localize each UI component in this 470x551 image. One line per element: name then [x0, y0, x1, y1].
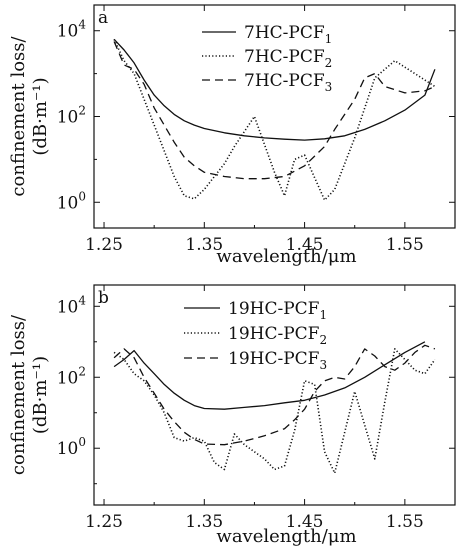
- legend-label-base: 19HC-PCF: [228, 349, 320, 369]
- y-tick-exponent: 4: [78, 293, 86, 307]
- y-tick-exponent: 0: [78, 189, 86, 203]
- legend-label-base: 7HC-PCF: [244, 47, 325, 67]
- y-axis-label-line2: (dB·m⁻¹): [30, 356, 51, 434]
- x-tick-label: 1.25: [85, 512, 123, 532]
- panel-letter: a: [98, 8, 108, 28]
- series-line-dotted: [113, 38, 436, 201]
- y-tick-label: 100: [57, 189, 86, 213]
- plot-frame: [93, 284, 456, 506]
- y-tick-base: 10: [57, 193, 79, 213]
- y-tick-base: 10: [57, 368, 79, 388]
- y-tick-base: 10: [57, 22, 79, 42]
- y-tick-label: 104: [57, 293, 87, 317]
- y-tick-base: 10: [57, 439, 79, 459]
- legend-label-subscript: 1: [319, 308, 327, 322]
- y-tick-label: 104: [57, 18, 87, 42]
- x-tick-label: 1.25: [85, 235, 123, 255]
- legend-label-subscript: 3: [319, 358, 327, 372]
- y-axis-label: confinement loss/(dB·m⁻¹): [8, 314, 51, 475]
- series-line-dashed: [113, 344, 436, 446]
- x-tick-label: 1.45: [286, 512, 324, 532]
- y-tick-exponent: 0: [78, 435, 86, 449]
- legend-label-subscript: 1: [325, 32, 333, 46]
- series-line-solid: [113, 341, 426, 410]
- legend-label-subscript: 2: [325, 56, 333, 70]
- legend-label-subscript: 3: [325, 80, 333, 94]
- legend-label: 19HC-PCF2: [228, 324, 327, 347]
- legend-label: 7HC-PCF2: [244, 47, 332, 70]
- y-axis-label-line2: (dB·m⁻¹): [30, 77, 51, 155]
- y-axis-label: confinement loss/(dB·m⁻¹): [8, 35, 51, 196]
- x-axis-label: wavelength/μm: [216, 246, 356, 267]
- y-tick-exponent: 2: [78, 364, 86, 378]
- legend-label-base: 7HC-PCF: [244, 23, 325, 43]
- series-line-solid: [113, 38, 436, 141]
- y-tick-exponent: 4: [78, 18, 86, 32]
- x-tick-label: 1.45: [286, 235, 324, 255]
- legend-label-base: 19HC-PCF: [228, 324, 320, 344]
- legend-label: 7HC-PCF3: [244, 71, 332, 94]
- x-tick-label: 1.35: [185, 512, 223, 532]
- y-tick-label: 102: [57, 364, 86, 388]
- y-tick-label: 102: [57, 104, 86, 128]
- x-tick-label: 1.35: [185, 235, 223, 255]
- y-tick-label: 100: [57, 435, 86, 459]
- legend-label: 19HC-PCF1: [228, 299, 327, 322]
- x-tick-label: 1.55: [386, 512, 424, 532]
- x-axis-label: wavelength/μm: [216, 526, 356, 547]
- series-line-dashed: [113, 41, 436, 180]
- legend-label-subscript: 2: [319, 333, 327, 347]
- legend-label-base: 19HC-PCF: [228, 299, 320, 319]
- y-axis-label-line1: confinement loss/: [8, 314, 29, 475]
- x-tick-label: 1.55: [386, 235, 424, 255]
- y-tick-base: 10: [57, 108, 79, 128]
- y-tick-exponent: 2: [78, 104, 86, 118]
- legend-label: 7HC-PCF1: [244, 23, 332, 46]
- legend-label-base: 7HC-PCF: [244, 71, 325, 91]
- legend-label: 19HC-PCF3: [228, 349, 327, 372]
- panel-letter: b: [98, 288, 109, 308]
- y-axis-label-line1: confinement loss/: [8, 35, 29, 196]
- y-tick-base: 10: [57, 297, 79, 317]
